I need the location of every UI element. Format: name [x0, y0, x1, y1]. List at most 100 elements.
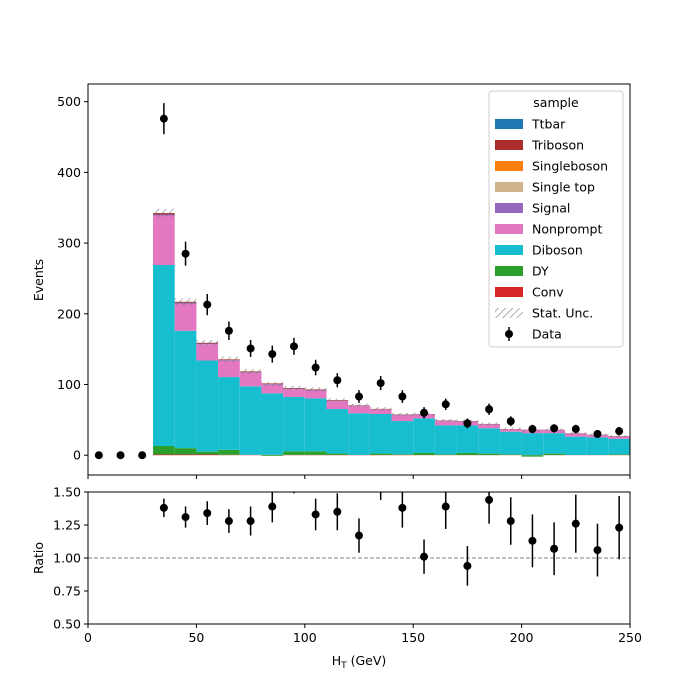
data-point-9	[289, 342, 298, 351]
stat-unc-band-bin-7	[239, 368, 262, 374]
stat-unc-band-bin-4	[174, 298, 197, 306]
legend-entry-dy: DY	[495, 264, 549, 279]
ratio-y-tick-label: 0.50	[53, 617, 81, 632]
legend-label: Triboson	[531, 138, 584, 153]
bar-dy-bin-24	[608, 454, 630, 456]
bar-diboson-bin-13	[369, 413, 392, 454]
legend-entry-signal: Signal	[495, 201, 570, 216]
legend-data-marker	[505, 330, 513, 338]
ratio-point-13	[441, 502, 450, 511]
stat-unc-band-bin-18	[478, 422, 500, 426]
legend-label: Nonprompt	[532, 222, 602, 237]
legend-swatch	[495, 266, 523, 276]
bar-nonprompt-bin-22	[564, 433, 587, 437]
bar-diboson-bin-3	[153, 265, 175, 447]
ratio-point-19	[571, 519, 580, 528]
main-x-ticks	[87, 475, 631, 479]
legend-entry-conv: Conv	[495, 285, 564, 300]
ratio-points	[159, 492, 624, 586]
ratio-point-2	[203, 509, 212, 518]
bar-dy-bin-14	[391, 454, 414, 455]
ratio-panel: 0.50 0.75 1.00 1.25 1.50 0 50 100 150 200 250 Rat…	[31, 485, 642, 672]
stacked-histogram	[153, 213, 630, 457]
data-point-16	[441, 400, 450, 409]
stat-unc-band-bin-3	[153, 208, 175, 218]
bar-dy-bin-19	[499, 454, 522, 456]
ratio-y-tick-label: 1.25	[53, 518, 81, 533]
bar-dy-bin-18	[478, 453, 500, 456]
x-axis-label-main: H	[332, 653, 341, 668]
ratio-point-11	[398, 503, 407, 512]
main-axes-frame	[87, 83, 631, 476]
stat-unc-band-bin-10	[304, 387, 327, 392]
ratio-x-tick-label: 250	[618, 630, 642, 645]
bar-diboson-bin-11	[326, 409, 349, 454]
bar-diboson-bin-17	[456, 425, 479, 453]
ratio-y-axis-label: Ratio	[31, 542, 46, 574]
bar-diboson-bin-12	[348, 413, 370, 455]
stat-unc-band-bin-6	[218, 356, 240, 363]
legend-swatch-hatch	[495, 308, 523, 318]
bar-diboson-bin-23	[586, 437, 609, 456]
bar-nonprompt-bin-10	[304, 390, 327, 399]
data-point-5	[203, 300, 212, 309]
main-y-tick-label: 500	[57, 94, 81, 109]
stat-unc-band-bin-14	[391, 412, 414, 417]
data-point-14	[398, 392, 407, 401]
bar-nonprompt-bin-16	[434, 421, 457, 426]
x-axis-label-subscript: T	[340, 661, 347, 671]
ratio-point-12	[420, 552, 429, 561]
data-point-8	[268, 350, 277, 359]
legend-swatch	[495, 287, 523, 297]
legend-label: Single top	[532, 180, 595, 195]
data-point-6	[224, 326, 233, 335]
ratio-point-3	[224, 517, 233, 526]
legend-entry-triboson: Triboson	[495, 138, 584, 153]
bar-nonprompt-bin-13	[369, 409, 392, 414]
ratio-point-4	[246, 517, 255, 526]
bar-nonprompt-bin-18	[478, 424, 500, 429]
data-point-1	[116, 451, 125, 460]
legend-label: Diboson	[532, 243, 583, 258]
main-y-tick-label: 400	[57, 165, 81, 180]
legend-entry-stat-unc: Stat. Unc.	[495, 306, 593, 321]
data-point-23	[593, 429, 602, 438]
ratio-y-tick-label: 1.00	[53, 551, 81, 566]
legend-entry-diboson: Diboson	[495, 243, 583, 258]
stat-unc-band-bin-12	[348, 403, 370, 408]
bar-diboson-bin-16	[434, 425, 457, 455]
data-point-13	[376, 379, 385, 388]
bar-dy-bin-3	[153, 446, 175, 455]
bar-diboson-bin-5	[196, 360, 219, 452]
data-point-0	[94, 451, 103, 460]
main-y-axis-label: Events	[31, 259, 46, 301]
data-point-11	[333, 376, 342, 385]
main-panel: 0 100 200 300 400 500 Events sample Ttbar Trib…	[31, 83, 631, 479]
data-point-15	[420, 408, 429, 417]
legend-swatch	[495, 182, 523, 192]
stat-unc-band-bin-19	[499, 427, 522, 431]
data-point-21	[550, 424, 559, 433]
ratio-point-5	[268, 502, 277, 511]
bar-nonprompt-bin-4	[174, 303, 197, 331]
ratio-point-15	[485, 495, 494, 504]
legend-entry-ttbar: Ttbar	[495, 117, 566, 132]
bar-nonprompt-bin-12	[348, 406, 370, 414]
bar-nonprompt-bin-19	[499, 429, 522, 432]
main-y-tick-label: 200	[57, 306, 81, 321]
data-point-10	[311, 363, 320, 372]
ratio-point-20	[593, 546, 602, 555]
ratio-point-8	[333, 507, 342, 516]
ratio-point-17	[528, 536, 537, 545]
main-y-tick-label: 100	[57, 377, 81, 392]
ratio-x-tick-label: 0	[84, 630, 92, 645]
legend-entry-data: Data	[505, 327, 562, 342]
bar-diboson-bin-24	[608, 438, 630, 455]
bar-diboson-bin-8	[261, 393, 284, 455]
bar-dy-bin-15	[413, 452, 435, 456]
bar-diboson-bin-18	[478, 428, 500, 454]
bar-dy-bin-4	[174, 448, 197, 455]
ratio-point-9	[355, 531, 363, 540]
bar-dy-bin-17	[456, 452, 479, 456]
